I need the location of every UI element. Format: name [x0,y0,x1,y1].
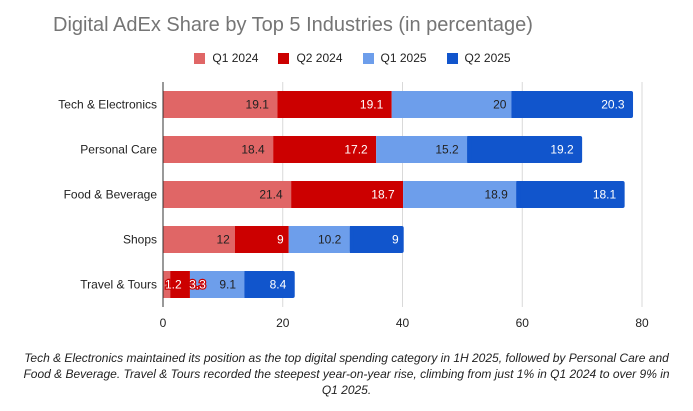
legend-item-q2-2025: Q2 2025 [446,51,511,65]
bar-segment-cap [349,226,354,253]
bar-segment [467,136,583,163]
bar-segment [163,226,235,253]
bar-segment-cap [244,271,249,298]
bar-segment [189,271,245,298]
legend-swatch [194,52,206,64]
bar-segment [163,91,278,118]
bar-segment [376,136,468,163]
chart-title: Digital AdEx Share by Top 5 Industries (… [53,14,533,36]
legend-item-q1-2024: Q1 2024 [194,51,258,65]
data-label: 18.4 [241,143,265,157]
data-label: 1.2 [165,278,182,292]
legend-label: Q1 2025 [380,51,427,65]
legend-label: Q2 2025 [464,51,511,65]
data-label: 3.3 [189,278,206,292]
bar-segment-cap [516,181,521,208]
data-label: 9 [277,233,284,247]
bar-segment [349,226,404,253]
data-label: 9.1 [219,278,236,292]
bar-segment [170,271,190,298]
legend-swatch [362,52,374,64]
bar-segment [288,226,350,253]
bar-segment [163,136,274,163]
legend-swatch [278,52,290,64]
legend-label: Q1 2024 [212,51,259,65]
x-tick-label: 20 [276,316,290,330]
x-tick-label: 60 [516,316,530,330]
bar-segment [511,91,634,118]
bar-segment [234,226,289,253]
data-label: 21.4 [259,188,283,202]
bar-segment [403,181,517,208]
data-label: 18.7 [371,188,395,202]
legend-label: Q2 2024 [296,51,343,65]
data-label: 19.1 [246,98,270,112]
data-label: 8.4 [270,278,287,292]
data-label: 9 [392,233,399,247]
data-label: 15.2 [435,143,459,157]
data-label: 10.2 [318,233,342,247]
legend-swatch [446,52,458,64]
category-label: Personal Care [80,143,157,157]
bar-segment-cap [511,91,516,118]
bar-chart: 0 20 40 60 80 Tech & Electronics 19.1 19.1 20 20.… [58,82,649,330]
bar-segment-cap [467,136,472,163]
category-label: Shops [123,233,157,247]
chart-caption: Tech & Electronics maintained its positi… [23,351,670,397]
data-label: 12 [216,233,230,247]
bar-segment [516,181,625,208]
bar-segment [391,91,512,118]
x-tick-label: 0 [160,316,167,330]
category-label: Travel & Tours [80,278,157,292]
category-label: Tech & Electronics [58,98,157,112]
legend-item-q2-2024: Q2 2024 [278,51,343,65]
data-label: 17.2 [344,143,368,157]
bar-segment [273,136,377,163]
bar-segment [291,181,404,208]
bar-segment [163,181,292,208]
bar-segment [163,271,171,298]
bar-segment [277,91,392,118]
data-label: 18.9 [484,188,508,202]
data-label: 18.1 [593,188,617,202]
data-label: 20.3 [601,98,625,112]
data-label: 19.2 [550,143,574,157]
legend: Q1 2024 Q2 2024 Q1 2025 Q2 2025 [6,51,693,65]
legend-item-q1-2025: Q1 2025 [362,51,427,65]
data-label: 20 [493,98,507,112]
x-tick-label: 40 [396,316,410,330]
category-label: Food & Beverage [64,188,158,202]
data-label: 19.1 [360,98,384,112]
x-tick-label: 80 [635,316,649,330]
bar-segment [244,271,295,298]
